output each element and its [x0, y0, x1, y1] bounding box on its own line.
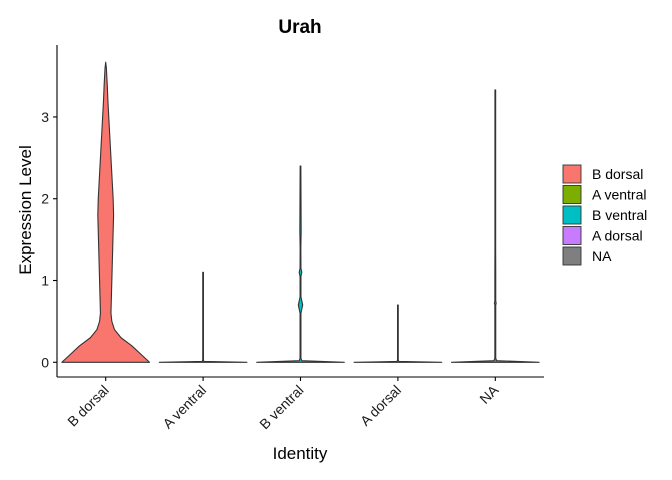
- violin-a-ventral: [158, 271, 248, 363]
- legend-label: NA: [592, 248, 612, 264]
- x-tick-label: B dorsal: [64, 382, 112, 430]
- violin-na: [450, 89, 540, 363]
- legend-label: B ventral: [592, 207, 647, 223]
- y-tick-label: 0: [41, 354, 49, 370]
- y-axis-ticks: 0 1 2 3: [41, 109, 57, 370]
- legend-label: A ventral: [592, 187, 646, 203]
- x-axis-ticks: B dorsal A ventral B ventral A dorsal NA: [64, 377, 502, 432]
- legend-swatch: [562, 164, 582, 184]
- legend-swatch: [562, 226, 582, 245]
- legend: B dorsal A ventral B ventral A dorsal NA: [562, 164, 647, 266]
- legend-swatch: [562, 205, 582, 225]
- legend-label: B dorsal: [592, 166, 643, 182]
- legend-swatch: [562, 185, 582, 204]
- x-tick-label: B ventral: [256, 382, 306, 432]
- violin-a-dorsal: [353, 304, 443, 363]
- chart-title: Urah: [278, 17, 321, 38]
- y-tick-label: 1: [41, 273, 49, 289]
- x-tick-label: A ventral: [159, 382, 209, 432]
- y-axis-title: Expression Level: [16, 145, 35, 274]
- legend-swatch: [562, 246, 582, 266]
- violin-b-dorsal: [61, 61, 151, 363]
- x-axis-title: Identity: [273, 444, 328, 463]
- legend-label: A dorsal: [592, 228, 643, 244]
- violin-b-ventral: [256, 165, 345, 363]
- x-tick-label: A dorsal: [357, 382, 404, 429]
- plot-area: [61, 61, 540, 363]
- y-tick-label: 3: [41, 109, 49, 125]
- y-tick-label: 2: [41, 191, 49, 207]
- x-tick-label: NA: [476, 381, 502, 407]
